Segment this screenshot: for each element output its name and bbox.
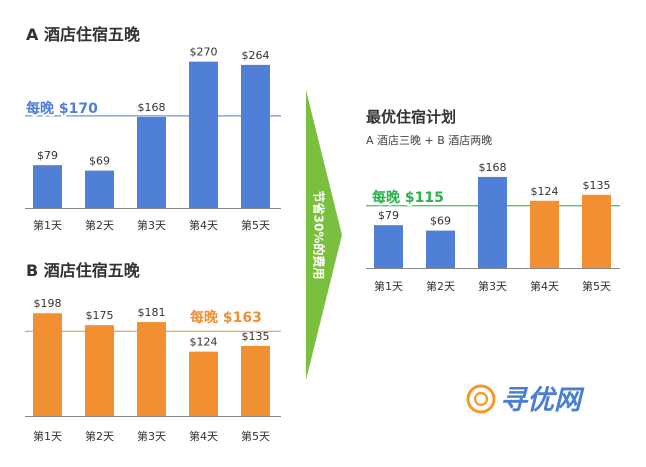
chart-c-value-label: $135 [583, 179, 611, 192]
chart-c-bar [478, 176, 507, 268]
chart-b-category-label: 第5天 [241, 429, 270, 443]
chart-c-average-label: 每晚 $115 [372, 189, 444, 206]
chart-c-bar [582, 194, 611, 268]
chart-b-bar [33, 313, 62, 416]
chart-c-subtitle: A 酒店三晚 + B 酒店两晚 [366, 133, 492, 147]
logo-text: 寻优网 [500, 385, 585, 416]
chart-a-value-label: $79 [37, 149, 58, 162]
chart-b-bar [241, 345, 270, 416]
chart-a-bar [85, 170, 114, 208]
chart-a-category-label: 第3天 [137, 218, 166, 232]
chart-a-bar [137, 116, 166, 208]
chart-c-category-label: 第4天 [530, 279, 559, 293]
savings-arrow: 节省30%的费用 [306, 90, 342, 380]
savings-arrow-text: 节省30%的费用 [312, 191, 327, 280]
chart-a-value-label: $168 [138, 101, 166, 114]
chart-b: $198 第1天 $175 第2天 $181 第3天 $124 第4天 $135 第5天 每晚 $1… [25, 297, 281, 443]
chart-b-category-label: 第4天 [189, 429, 218, 443]
chart-c-bar [530, 200, 559, 268]
chart-c-title: 最优住宿计划 [366, 108, 456, 126]
chart-b-category-label: 第3天 [137, 429, 166, 443]
chart-b-value-label: $124 [190, 336, 218, 349]
chart-c: $79 第1天 $69 第2天 $168 第3天 $124 第4天 $135 第5天 每晚 $115 [366, 161, 620, 293]
chart-b-value-label: $135 [242, 330, 270, 343]
chart-a-value-label: $270 [190, 46, 218, 59]
chart-b-value-label: $198 [34, 297, 62, 310]
chart-a: $79 第1天 $69 第2天 $168 第3天 $270 第4天 $264 第5天 每晚 $170 [24, 46, 281, 232]
chart-a-category-label: 第4天 [189, 218, 218, 232]
chart-c-bar [374, 225, 403, 268]
chart-c-value-label: $168 [479, 161, 507, 174]
chart-b-bar [137, 322, 166, 416]
chart-a-bar [241, 64, 270, 208]
chart-a-bar [33, 165, 62, 208]
chart-c-category-label: 第5天 [582, 279, 611, 293]
chart-c-category-label: 第2天 [426, 279, 455, 293]
chart-c-value-label: $124 [531, 185, 559, 198]
chart-c-value-label: $79 [378, 209, 399, 222]
savings-arrow-shape [306, 90, 342, 380]
chart-c-category-label: 第1天 [374, 279, 403, 293]
chart-a-category-label: 第5天 [241, 218, 270, 232]
chart-b-bar [189, 351, 218, 416]
chart-b-bar [85, 325, 114, 416]
chart-b-category-label: 第1天 [33, 429, 62, 443]
chart-c-bar [426, 230, 455, 268]
chart-c-category-label: 第3天 [478, 279, 507, 293]
chart-c-value-label: $69 [430, 215, 451, 228]
copyright-c-icon-inner [473, 391, 489, 407]
chart-a-value-label: $69 [89, 155, 110, 168]
chart-a-bar [189, 61, 218, 208]
chart-b-category-label: 第2天 [85, 429, 114, 443]
chart-b-title: B 酒店住宿五晚 [26, 261, 140, 280]
chart-a-title: A 酒店住宿五晚 [26, 25, 140, 44]
chart-b-value-label: $175 [86, 309, 114, 322]
site-logo: 寻优网 [466, 384, 585, 416]
chart-a-category-label: 第1天 [33, 218, 62, 232]
chart-b-average-label: 每晚 $163 [190, 309, 262, 326]
chart-b-value-label: $181 [138, 306, 166, 319]
chart-a-value-label: $264 [242, 49, 270, 62]
copyright-c-icon [466, 384, 496, 414]
chart-a-category-label: 第2天 [85, 218, 114, 232]
chart-a-average-label: 每晚 $170 [26, 100, 98, 117]
